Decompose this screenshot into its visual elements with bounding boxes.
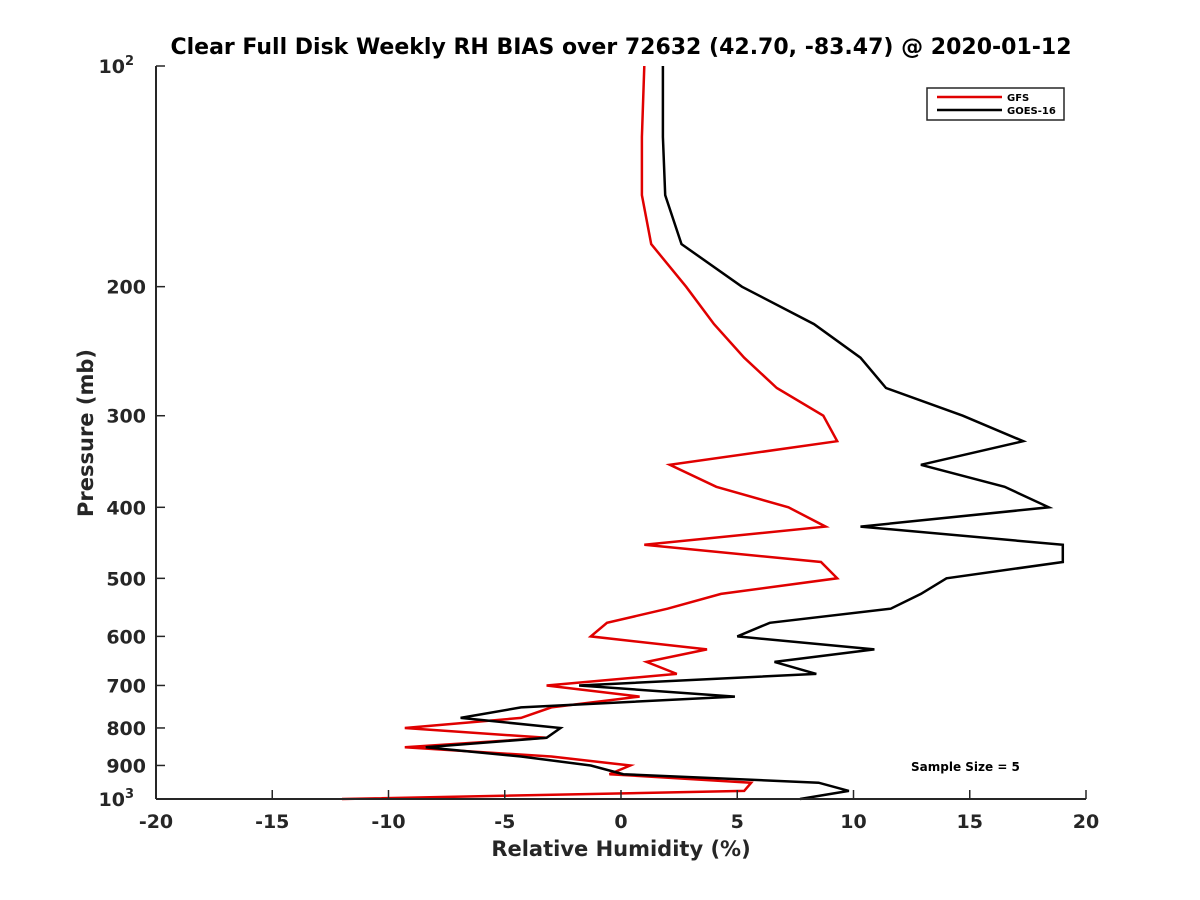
- y-tick-label: 400: [106, 497, 146, 519]
- y-axis-label: Pressure (mb): [74, 349, 98, 517]
- legend: GFS GOES-16: [926, 87, 1065, 121]
- legend-box: [926, 87, 1065, 121]
- plot-area: [156, 66, 1086, 799]
- x-axis-label: Relative Humidity (%): [491, 837, 750, 861]
- y-tick-label: 900: [106, 755, 146, 777]
- y-tick-label: 102: [99, 54, 135, 78]
- y-tick-label: 103: [99, 787, 135, 811]
- y-tick-label: 200: [106, 277, 146, 299]
- x-ticks: -20 -15 -10 -5 0 5 10 15 20: [139, 790, 1099, 833]
- y-ticks: 102 200 300 400 500 600 700 800 900 103: [99, 54, 165, 811]
- x-tick-label: 5: [731, 811, 744, 833]
- chart-title: Clear Full Disk Weekly RH BIAS over 7263…: [170, 35, 1071, 60]
- x-tick-label: -5: [494, 811, 515, 833]
- x-tick-label: 20: [1073, 811, 1099, 833]
- y-tick-label: 500: [106, 568, 146, 590]
- legend-label-goes16: GOES-16: [1007, 106, 1056, 117]
- x-tick-label: -10: [371, 811, 405, 833]
- series-layer: [341, 65, 1065, 801]
- x-tick-label: 15: [957, 811, 983, 833]
- y-tick-label: 600: [106, 626, 146, 648]
- x-tick-label: 0: [614, 811, 627, 833]
- series-line-gfs: [341, 65, 840, 801]
- x-tick-label: -15: [255, 811, 289, 833]
- x-tick-label: 10: [840, 811, 866, 833]
- x-tick-label: -20: [139, 811, 173, 833]
- series-line-goes16: [425, 66, 1065, 801]
- y-tick-label: 800: [106, 718, 146, 740]
- sample-size-annotation: Sample Size = 5: [911, 760, 1020, 774]
- y-tick-label: 700: [106, 675, 146, 697]
- y-tick-label: 300: [106, 406, 146, 428]
- legend-label-gfs: GFS: [1007, 93, 1029, 104]
